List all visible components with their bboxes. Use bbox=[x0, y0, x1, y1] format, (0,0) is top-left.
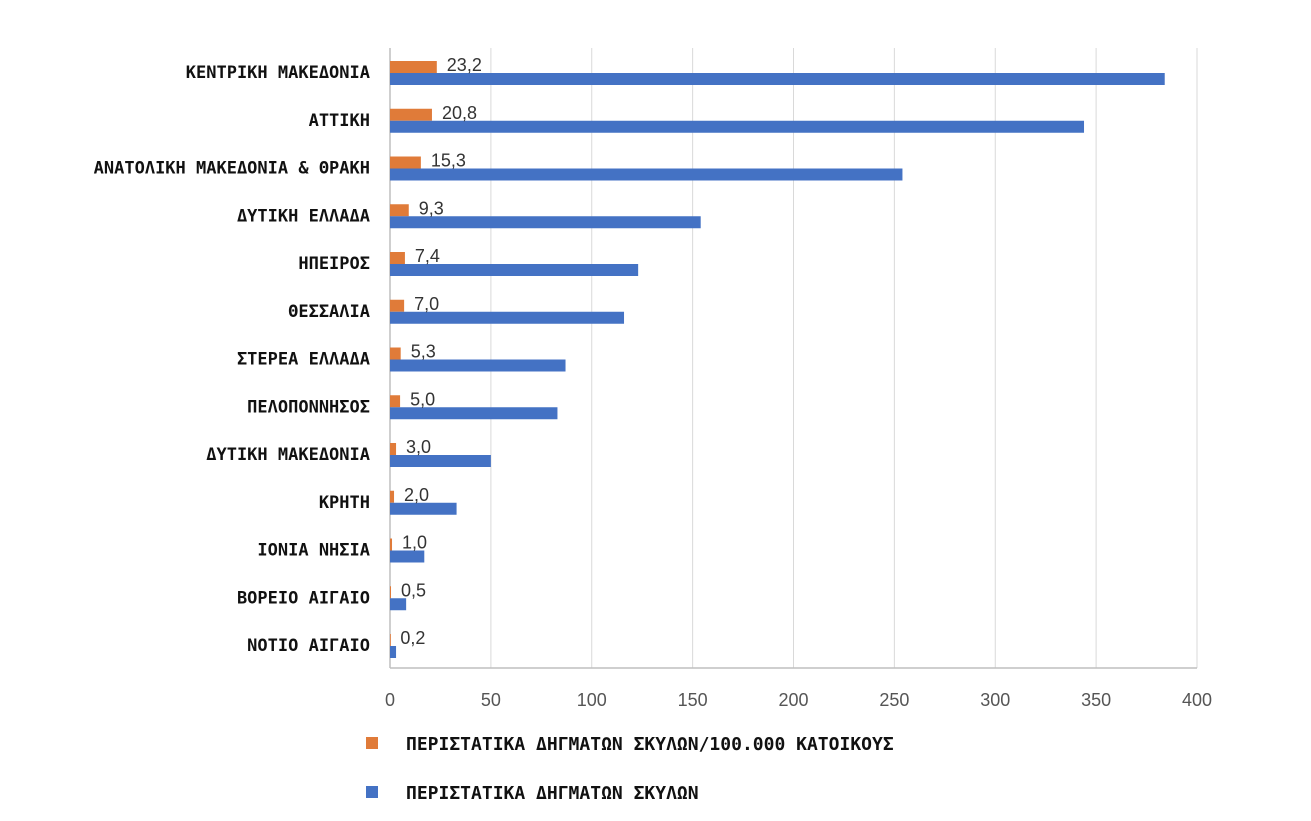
bar-rate bbox=[390, 538, 393, 551]
bar-rate bbox=[390, 61, 437, 73]
bar-count bbox=[390, 407, 558, 420]
x-tick-label: 250 bbox=[879, 690, 909, 710]
data-label-rate: 3,0 bbox=[406, 437, 431, 457]
bar-rate bbox=[390, 108, 432, 121]
bar-count bbox=[390, 311, 625, 324]
category-label: ΗΠΕΙΡΟΣ bbox=[298, 254, 370, 274]
category-label: ΝΟΤΙΟ ΑΙΓΑΙΟ bbox=[247, 636, 370, 656]
legend-label-count: ΠΕΡΙΣΤΑΤΙΚΑ ΔΗΓΜΑΤΩΝ ΣΚΥΛΩΝ bbox=[406, 783, 699, 804]
category-label: ΒΟΡΕΙΟ ΑΙΓΑΙΟ bbox=[237, 588, 370, 608]
data-label-rate: 9,3 bbox=[419, 198, 444, 218]
x-tick-label: 400 bbox=[1182, 690, 1212, 710]
x-tick-label: 100 bbox=[577, 690, 607, 710]
data-label-rate: 20,8 bbox=[442, 103, 477, 123]
bar-count bbox=[390, 120, 1085, 133]
category-label: ΠΕΛΟΠΟΝΝΗΣΟΣ bbox=[247, 397, 370, 417]
bar-count bbox=[390, 216, 701, 229]
category-label: ΣΤΕΡΕΑ ΕΛΛΑΔΑ bbox=[237, 350, 370, 370]
data-labels: 23,2 20,8 15,3 9,3 7,4 7,0 5,3 5,0 3,0 2,0 1,0 0,5 0… bbox=[400, 55, 481, 648]
bars bbox=[390, 61, 1165, 658]
data-label-rate: 7,0 bbox=[414, 294, 439, 314]
legend-swatch-rate bbox=[366, 737, 378, 749]
grid-lines bbox=[389, 48, 1198, 669]
legend-label-rate: ΠΕΡΙΣΤΑΤΙΚΑ ΔΗΓΜΑΤΩΝ ΣΚΥΛΩΝ/100.000 ΚΑΤΟ… bbox=[406, 734, 894, 755]
bar-rate bbox=[390, 252, 405, 264]
bar-rate bbox=[390, 299, 405, 312]
data-label-rate: 0,2 bbox=[400, 628, 425, 648]
bar-count bbox=[390, 455, 491, 467]
category-labels: ΚΕΝΤΡΙΚΗ ΜΑΚΕΔΟΝΙΑ ΑΤΤΙΚΗ ΑΝΑΤΟΛΙΚΗ ΜΑΚΕΔΟ… bbox=[94, 63, 370, 656]
bar-count bbox=[390, 73, 1165, 85]
bar-rate bbox=[390, 634, 391, 646]
category-label: ΔΥΤΙΚΗ ΕΛΛΑΔΑ bbox=[237, 206, 370, 226]
bar-rate bbox=[390, 395, 401, 408]
category-label: ΚΡΗΤΗ bbox=[319, 493, 370, 513]
bar-rate bbox=[390, 156, 421, 169]
x-tick-label: 200 bbox=[778, 690, 808, 710]
category-label: ΚΕΝΤΡΙΚΗ ΜΑΚΕΔΟΝΙΑ bbox=[186, 63, 370, 83]
x-tick-label: 50 bbox=[481, 690, 501, 710]
category-label: ΑΤΤΙΚΗ bbox=[309, 111, 370, 131]
data-label-rate: 2,0 bbox=[404, 485, 429, 505]
category-label: ΘΕΣΣΑΛΙΑ bbox=[288, 302, 370, 322]
category-label: ΔΥΤΙΚΗ ΜΑΚΕΔΟΝΙΑ bbox=[206, 445, 370, 465]
data-label-rate: 5,3 bbox=[411, 342, 436, 362]
x-tick-label: 150 bbox=[678, 690, 708, 710]
x-tick-label: 300 bbox=[980, 690, 1010, 710]
legend-swatch-count bbox=[366, 786, 378, 798]
bar-count bbox=[390, 646, 397, 658]
data-label-rate: 23,2 bbox=[447, 55, 482, 75]
x-tick-label: 350 bbox=[1081, 690, 1111, 710]
category-label: ΑΝΑΤΟΛΙΚΗ ΜΑΚΕΔΟΝΙΑ & ΘΡΑΚΗ bbox=[94, 159, 370, 179]
bar-count bbox=[390, 264, 639, 276]
bar-count bbox=[390, 502, 457, 515]
data-label-rate: 15,3 bbox=[431, 151, 466, 171]
data-label-rate: 0,5 bbox=[401, 580, 426, 600]
bar-count bbox=[390, 550, 425, 563]
x-tick-labels: 0 50 100 150 200 250 300 350 400 bbox=[385, 690, 1212, 710]
bar-rate bbox=[390, 586, 392, 599]
bar-rate bbox=[390, 490, 395, 503]
x-tick-label: 0 bbox=[385, 690, 395, 710]
bar-count bbox=[390, 598, 407, 611]
bar-rate bbox=[390, 204, 409, 217]
data-label-rate: 7,4 bbox=[415, 246, 440, 266]
category-label: ΙΟΝΙΑ ΝΗΣΙΑ bbox=[257, 541, 370, 561]
bar-rate bbox=[390, 347, 401, 360]
bar-count bbox=[390, 359, 566, 372]
bar-count bbox=[390, 168, 903, 181]
data-label-rate: 1,0 bbox=[402, 533, 427, 553]
data-label-rate: 5,0 bbox=[410, 389, 435, 409]
legend: ΠΕΡΙΣΤΑΤΙΚΑ ΔΗΓΜΑΤΩΝ ΣΚΥΛΩΝ/100.000 ΚΑΤΟ… bbox=[366, 734, 894, 804]
bar-rate bbox=[390, 443, 397, 455]
